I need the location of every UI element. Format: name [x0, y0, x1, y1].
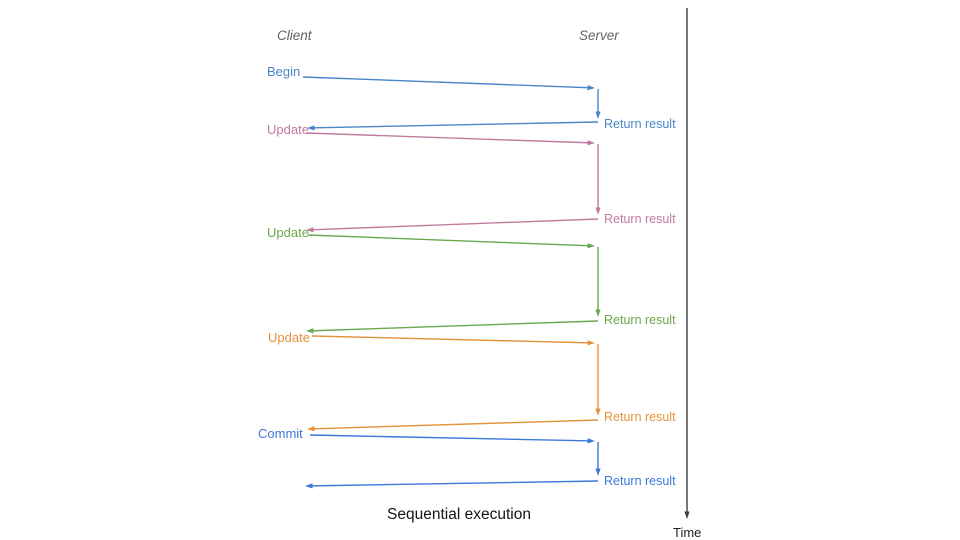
request-arrow	[305, 132, 595, 146]
operation-label: Commit	[258, 426, 303, 441]
return-result-label: Return result	[604, 410, 676, 424]
service-duration-line	[595, 344, 601, 416]
service-duration-line	[595, 247, 601, 317]
service-duration-line	[595, 442, 601, 476]
request-arrow	[311, 335, 595, 346]
return-arrow	[307, 121, 599, 131]
time-axis	[684, 8, 690, 519]
server-column-label: Server	[579, 28, 619, 43]
operations-layer: Begin Return result Update Return result Upd…	[258, 64, 676, 489]
return-arrow	[306, 320, 599, 334]
service-duration-line	[595, 89, 601, 119]
return-result-label: Return result	[604, 117, 676, 131]
operation-label: Begin	[267, 64, 300, 79]
return-arrow	[307, 419, 599, 432]
operation-label: Update	[268, 330, 310, 345]
request-arrow	[309, 434, 595, 444]
operation-label: Update	[267, 225, 309, 240]
request-arrow	[307, 234, 595, 249]
return-result-label: Return result	[604, 212, 676, 226]
diagram-title: Sequential execution	[387, 506, 531, 523]
time-axis-arrow	[684, 8, 690, 519]
return-arrow	[306, 218, 599, 233]
request-arrow	[302, 76, 595, 91]
operation-label: Update	[267, 122, 309, 137]
client-column-label: Client	[277, 28, 313, 43]
return-result-label: Return result	[604, 474, 676, 488]
service-duration-line	[595, 144, 601, 215]
time-axis-label: Time	[673, 525, 701, 540]
return-arrow	[305, 480, 599, 489]
return-result-label: Return result	[604, 313, 676, 327]
